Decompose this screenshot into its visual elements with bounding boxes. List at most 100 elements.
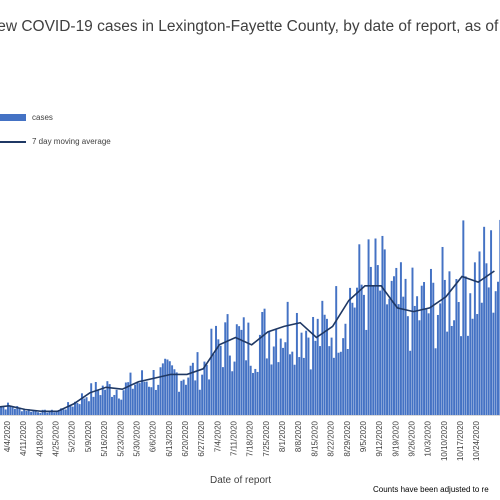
bar xyxy=(429,268,432,415)
bar xyxy=(446,331,449,415)
bar xyxy=(388,298,391,415)
bar xyxy=(404,278,407,415)
bar xyxy=(369,266,372,415)
bar xyxy=(413,305,416,415)
bar xyxy=(210,328,213,415)
x-tick-label: 8/15/2020 xyxy=(310,420,319,456)
x-tick-label: 8/8/2020 xyxy=(294,420,303,452)
bar xyxy=(154,389,157,415)
bar xyxy=(323,314,326,415)
bar xyxy=(416,296,419,415)
bar xyxy=(117,398,120,415)
bar xyxy=(411,267,414,415)
bar xyxy=(490,230,493,415)
bar xyxy=(268,331,271,415)
bar xyxy=(76,402,79,415)
bar xyxy=(50,409,53,415)
legend-item-cases: cases xyxy=(0,113,53,122)
bar xyxy=(99,395,102,415)
x-tick-label: 9/26/2020 xyxy=(408,420,417,456)
bar xyxy=(293,364,296,415)
bar xyxy=(159,367,162,415)
bar xyxy=(221,367,224,415)
bar xyxy=(80,393,83,415)
bar xyxy=(113,394,116,415)
bar xyxy=(215,325,217,415)
bar xyxy=(314,340,317,415)
bar xyxy=(441,246,444,415)
bar xyxy=(101,385,104,415)
bar xyxy=(476,314,479,415)
bar xyxy=(252,372,254,415)
bar xyxy=(224,322,227,415)
bar xyxy=(238,326,241,415)
bar xyxy=(245,360,248,415)
bar xyxy=(37,412,40,415)
bar xyxy=(41,409,44,415)
bar xyxy=(335,286,338,415)
x-tick-label: 7/25/2020 xyxy=(262,420,271,456)
bar xyxy=(390,280,393,415)
bar xyxy=(30,411,33,415)
bar xyxy=(83,398,86,415)
bar xyxy=(48,411,51,415)
bar xyxy=(57,410,60,415)
bar xyxy=(87,401,90,415)
x-tick-label: 4/11/2020 xyxy=(19,420,28,456)
bar xyxy=(120,399,123,415)
bar xyxy=(330,337,333,415)
moving-average-line xyxy=(0,270,495,413)
bar xyxy=(254,368,257,415)
bar xyxy=(339,351,342,415)
x-tick-label: 10/10/2020 xyxy=(440,420,449,461)
x-tick-label: 4/25/2020 xyxy=(52,420,61,456)
bar xyxy=(360,284,363,415)
bar xyxy=(471,318,474,415)
bar xyxy=(349,287,352,415)
bar xyxy=(157,384,160,415)
bar xyxy=(233,361,236,415)
bar xyxy=(85,397,88,415)
bar xyxy=(23,409,26,415)
bar xyxy=(20,411,23,415)
x-tick-label: 9/19/2020 xyxy=(391,420,400,456)
bar xyxy=(362,294,365,415)
bar xyxy=(309,369,312,415)
bar xyxy=(427,313,430,415)
bar xyxy=(321,300,324,415)
bar xyxy=(374,238,377,415)
bar xyxy=(284,342,287,415)
bar xyxy=(205,364,208,415)
bar xyxy=(180,380,183,415)
bar xyxy=(235,324,238,415)
bar xyxy=(138,383,141,415)
x-tick-label: 10/17/2020 xyxy=(456,420,465,461)
bar xyxy=(277,362,280,415)
bar xyxy=(0,406,3,415)
bar xyxy=(265,358,268,415)
bar xyxy=(129,372,132,415)
bar xyxy=(150,387,153,415)
bar xyxy=(168,361,171,415)
bar xyxy=(71,406,74,415)
bar xyxy=(11,407,14,415)
bar xyxy=(386,304,389,415)
bar xyxy=(351,302,354,415)
x-tick-label: 5/30/2020 xyxy=(132,420,141,456)
bar xyxy=(182,379,185,415)
bar xyxy=(286,301,289,415)
bar xyxy=(228,355,231,415)
bar xyxy=(406,316,409,415)
x-tick-labels: 4/4/2020 4/11/2020 4/18/2020 4/25/2020 5/2/2… xyxy=(3,420,481,461)
bar xyxy=(53,412,56,415)
bar xyxy=(196,352,199,415)
bar xyxy=(231,371,234,415)
bar xyxy=(39,412,42,415)
bar xyxy=(466,335,469,415)
bar xyxy=(94,381,97,415)
bar xyxy=(344,323,347,415)
bar xyxy=(134,384,137,415)
bar xyxy=(436,314,439,415)
bar xyxy=(201,374,204,415)
